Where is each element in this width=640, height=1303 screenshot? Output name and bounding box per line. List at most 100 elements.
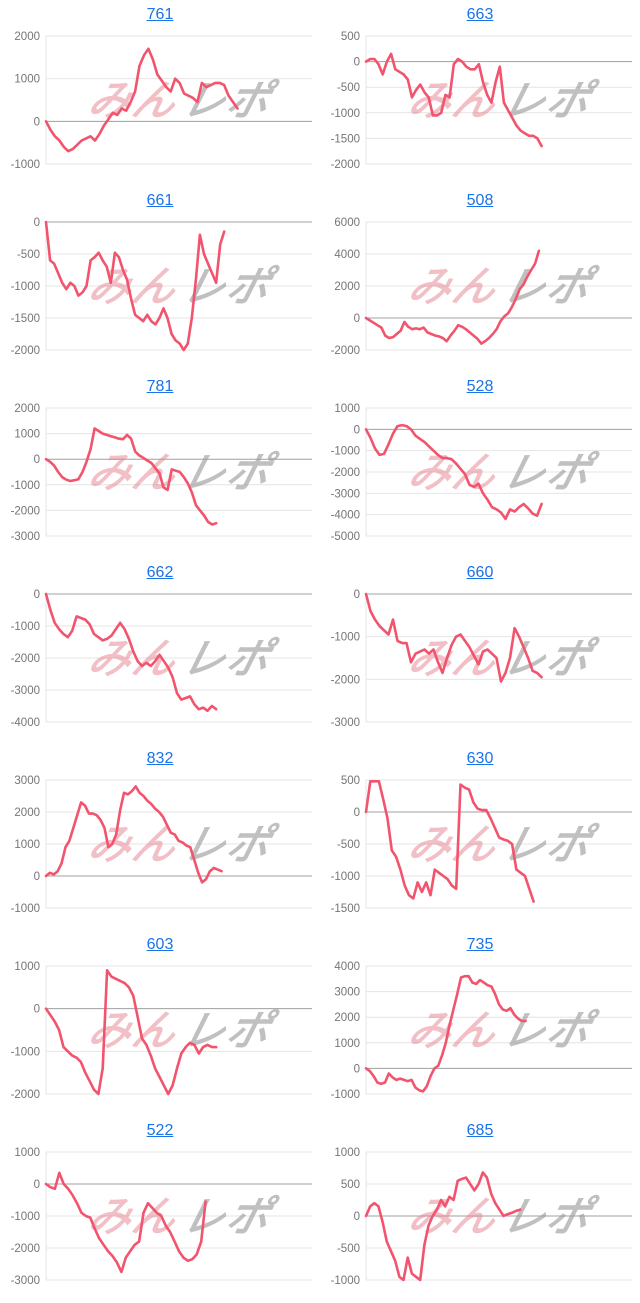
y-tick-label: 2000 — [334, 1012, 360, 1024]
series-line — [364, 52, 543, 148]
y-tick-label: 0 — [34, 871, 40, 883]
line-chart: 1000 0 -1000 -2000 -3000 みんレポ — [11, 1147, 312, 1287]
chart-title-link[interactable]: 685 — [466, 1122, 494, 1139]
chart-title-link[interactable]: 661 — [146, 192, 174, 209]
watermark-gray-text: レポ — [498, 636, 602, 683]
series-line — [44, 220, 226, 352]
chart-cell: 603 1000 0 -1000 -2000 みんレポ — [0, 930, 320, 1116]
watermark-pink-text: みん — [84, 1008, 184, 1055]
line-chart: 0 -1000 -2000 -3000 -4000 みんレポ — [11, 589, 312, 729]
series-line — [364, 249, 541, 345]
watermark-gray-text: レポ — [178, 450, 282, 497]
chart-title: 508 — [320, 186, 640, 214]
y-tick-label: 0 — [354, 807, 360, 819]
y-tick-label: 500 — [341, 1179, 360, 1191]
watermark: みんレポ — [84, 636, 282, 683]
svg-text:みんレポ: みんレポ — [84, 636, 282, 683]
chart-title: 522 — [0, 1116, 320, 1144]
y-tick-label: -3000 — [331, 488, 360, 500]
y-tick-label: 0 — [354, 424, 360, 436]
y-tick-label: 2000 — [14, 31, 40, 43]
y-tick-label: -2000 — [331, 159, 360, 171]
y-tick-label: 0 — [34, 217, 40, 229]
chart-title-link[interactable]: 630 — [466, 750, 494, 767]
chart-title: 662 — [0, 558, 320, 586]
chart-cell: 663 500 0 -500 -1000 -1500 -2000 みんレポ — [320, 0, 640, 186]
y-tick-label: -2000 — [11, 345, 40, 357]
svg-text:みんレポ: みんレポ — [404, 636, 602, 683]
series-line — [364, 592, 543, 683]
y-tick-label: 0 — [354, 57, 360, 69]
watermark-gray-text: レポ — [498, 450, 602, 497]
y-tick-label: -2000 — [331, 467, 360, 479]
chart-cell: 781 2000 1000 0 -1000 -2000 -3000 みんレポ — [0, 372, 320, 558]
y-tick-label: 6000 — [334, 217, 360, 229]
y-tick-label: 1000 — [334, 1038, 360, 1050]
line-chart: 1000 500 0 -500 -1000 みんレポ — [331, 1147, 632, 1287]
chart-title-link[interactable]: 660 — [466, 564, 494, 581]
chart-cell: 660 0 -1000 -2000 -3000 みんレポ — [320, 558, 640, 744]
chart-title-link[interactable]: 761 — [146, 6, 174, 23]
chart-cell: 522 1000 0 -1000 -2000 -3000 みんレポ — [0, 1116, 320, 1302]
y-tick-label: -3000 — [11, 1275, 40, 1287]
chart-title: 663 — [320, 0, 640, 28]
y-tick-label: 0 — [354, 1211, 360, 1223]
y-tick-label: -1000 — [331, 1275, 360, 1287]
watermark: みんレポ — [404, 822, 602, 869]
y-tick-label: -2000 — [11, 1089, 40, 1101]
line-chart: 2000 1000 0 -1000 -2000 -3000 みんレポ — [11, 403, 312, 543]
y-tick-label: 0 — [354, 1063, 360, 1075]
svg-text:みんレポ: みんレポ — [404, 822, 602, 869]
svg-text:みんレポ: みんレポ — [404, 1194, 602, 1241]
y-tick-label: 0 — [34, 1179, 40, 1191]
y-tick-label: 0 — [34, 454, 40, 466]
watermark: みんレポ — [404, 636, 602, 683]
y-tick-label: -3000 — [11, 531, 40, 543]
chart-title-link[interactable]: 528 — [466, 378, 494, 395]
chart-title-link[interactable]: 662 — [146, 564, 174, 581]
y-tick-label: 1000 — [334, 1147, 360, 1159]
line-chart: 2000 1000 0 -1000 みんレポ — [11, 31, 312, 171]
chart-title-link[interactable]: 603 — [146, 936, 174, 953]
y-tick-label: 0 — [354, 589, 360, 601]
chart-title: 832 — [0, 744, 320, 772]
chart-title-link[interactable]: 663 — [466, 6, 494, 23]
chart-title-link[interactable]: 735 — [466, 936, 494, 953]
chart-cell: 761 2000 1000 0 -1000 みんレポ — [0, 0, 320, 186]
y-tick-label: 2000 — [14, 807, 40, 819]
chart-cell: 735 4000 3000 2000 1000 0 -1000 みんレポ — [320, 930, 640, 1116]
y-tick-label: -4000 — [11, 717, 40, 729]
y-tick-label: -1000 — [331, 632, 360, 644]
y-tick-label: 1000 — [334, 403, 360, 415]
y-tick-label: 500 — [341, 31, 360, 43]
y-tick-label: -2000 — [11, 505, 40, 517]
watermark-gray-text: レポ — [498, 1194, 602, 1241]
series-line — [44, 592, 218, 713]
chart-cell: 662 0 -1000 -2000 -3000 -4000 みんレポ — [0, 558, 320, 744]
watermark-pink-text: みん — [84, 78, 184, 125]
y-tick-label: 1000 — [14, 1147, 40, 1159]
chart-title: 603 — [0, 930, 320, 958]
y-tick-label: -1000 — [331, 446, 360, 458]
watermark-pink-text: みん — [84, 1194, 184, 1241]
watermark-gray-text: レポ — [178, 636, 282, 683]
chart-cell: 630 500 0 -500 -1000 -1500 みんレポ — [320, 744, 640, 930]
series-line — [364, 780, 535, 903]
watermark-pink-text: みん — [404, 264, 504, 311]
watermark-pink-text: みん — [404, 450, 504, 497]
y-tick-label: -2000 — [331, 345, 360, 357]
chart-cell: 832 3000 2000 1000 0 -1000 みんレポ — [0, 744, 320, 930]
series-line — [44, 785, 223, 884]
chart-title-link[interactable]: 832 — [146, 750, 174, 767]
chart-title-link[interactable]: 508 — [466, 192, 494, 209]
y-tick-label: 4000 — [334, 249, 360, 261]
chart-title-link[interactable]: 781 — [146, 378, 174, 395]
y-tick-label: 0 — [354, 313, 360, 325]
watermark-pink-text: みん — [404, 1194, 504, 1241]
y-tick-label: 4000 — [334, 961, 360, 973]
chart-title-link[interactable]: 522 — [146, 1122, 174, 1139]
y-tick-label: -1000 — [11, 621, 40, 633]
svg-text:みんレポ: みんレポ — [84, 1008, 282, 1055]
y-tick-label: -1000 — [11, 903, 40, 915]
